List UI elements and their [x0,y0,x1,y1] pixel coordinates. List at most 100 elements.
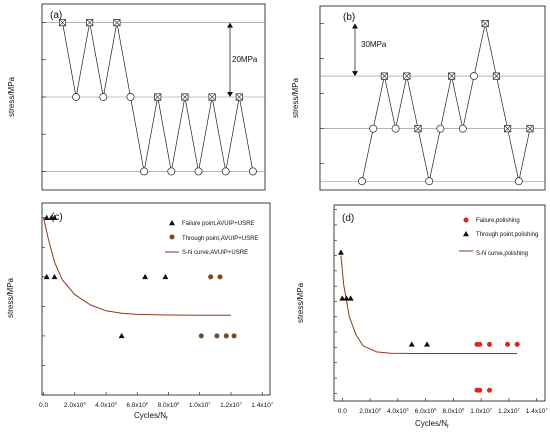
panel-a-peak-marker-9-x2 [181,93,189,101]
panel-d-through-point-0 [337,249,344,255]
panel-b-peak-marker-2 [380,72,388,80]
panel-a-peak-marker-7-x2 [154,93,162,101]
panel-c-legend-through: Through point,AVUIP+USRE [182,236,258,242]
panel-b-ylabel: stress/MPa [291,77,300,118]
panel-d-through-point-4 [408,341,415,347]
panel-b-peak-marker-4 [403,72,411,80]
panel-d-xtick-label-2: 4.0x106 [387,407,410,416]
panel-c-failure-point-7 [162,273,169,280]
panel-c-xtick-exponent-3: 6 [146,401,149,406]
panel-d-failure-point-6 [477,387,483,393]
panel-b-peak-marker-8 [448,72,456,80]
panel-d-xtick-exponent-3: 6 [434,407,437,412]
panel-b-mid-marker-5 [414,125,422,133]
panel-c-sn-curve [43,217,231,316]
panel-b-valley-marker-14 [514,177,523,186]
panel-b-valley-marker-9 [458,124,467,133]
panel-d-through-point-2 [343,295,350,301]
panel-c-failure-point-4 [51,273,58,280]
panel-a-valley-marker-1 [72,93,81,101]
panel-d-xtick-label-7: 1.4x107 [526,407,549,416]
panel-a-peak-marker-11 [208,93,216,101]
panel-b-valley-marker-0 [358,177,366,186]
panel-b-valley-marker-6 [425,177,434,186]
panel-c-label: (c) [51,212,63,223]
panel-b-mid-marker-12 [492,72,500,80]
panel-c-xlabel-sub: f [166,416,168,422]
panel-d-legend-curve: S-N curve,polishing [476,251,528,257]
panel-d-xtick-mantissa-7: 1.4x10 [526,408,546,415]
panel-c-xtick-exponent-6: 7 [240,401,243,406]
panel-c-xtick-mantissa-6: 1.2x10 [220,402,240,409]
panel-a-valley-marker-3 [99,93,108,101]
panel-b-valley-marker-3 [391,124,400,133]
panel-d-xtick-exponent-4: 6 [462,407,465,412]
panel-b-mid-marker-7 [436,124,445,133]
panel-d-legend: Failure,polishing Through point,polishin… [476,218,538,257]
panel-d-xtick-mantissa-2: 4.0x10 [387,408,407,415]
panel-c-xtick-label-6: 1.2x107 [220,401,243,410]
panel-d-xtick-mantissa-6: 1.2x10 [498,408,518,415]
panel-c-xlabel-main: Cycles/N [134,411,166,420]
panel-c-legend-curve: S-N curve,AVUIP+USRE [182,250,248,256]
panel-b-range-arrow-up [352,23,358,29]
panel-b-peak-marker-2-x2 [380,72,388,80]
panel-d-sn-curve [340,255,518,354]
panel-c-xtick-label-5: 1.0x107 [189,401,212,410]
panel-b-peak-marker-15 [526,125,534,133]
panel-a: (a) stress/MPa 20MPa [7,3,266,191]
panel-c-failure-point-3 [43,273,50,280]
panel-b-peak-marker-8-x2 [448,72,456,80]
panel-a-peak-marker-9 [181,93,189,101]
panel-a-label: (a) [50,10,62,21]
panel-d-xtick-exponent-7: 7 [545,407,548,412]
panel-a-peak-marker-0-x2 [59,19,66,27]
panel-c-through-point-0 [208,274,214,280]
panel-d-xtick-label-5: 1.0x107 [470,407,493,416]
panel-b-mid-marker-12-x2 [492,72,500,80]
panel-c-xtick-mantissa-2: 4.0x10 [95,402,115,409]
panel-d-ylabel: stress/MPa [296,282,305,323]
panel-b-peak-marker-15-x2 [526,125,534,133]
panel-c: (c) stress/MPa Cycles/Nf Failure point,A… [6,202,274,422]
panel-c-xtick-label-2: 4.0x106 [95,401,118,410]
panel-c-xtick-label-0: 0.0 [39,402,48,409]
panel-b-frame [319,5,546,191]
panel-b-range-arrow-down [352,71,358,77]
panel-c-xlabel: Cycles/Nf [134,411,168,422]
panel-d-legend-through: Through point,polishing [476,232,538,238]
panel-a-range-arrow-down [227,92,233,97]
panel-d-xtick-mantissa-0: 0.0 [338,408,347,415]
panel-d-legend-failure: Failure,polishing [476,218,520,224]
panel-c-failure-point-2 [51,214,58,221]
panel-b-mid-marker-10 [470,72,478,81]
panel-d-xtick-label-3: 6.0x106 [415,407,438,416]
panel-b-mid-marker-13-x2 [504,125,512,133]
panel-d-xtick-exponent-6: 7 [518,407,521,412]
panel-c-failure-point-6 [142,273,149,280]
panel-c-through-point-5 [231,333,237,339]
panel-a-peak-marker-11-x2 [208,93,216,101]
panel-c-xtick-exponent-4: 6 [177,401,180,406]
panel-a-valley-marker-8 [167,167,176,176]
panel-a-valley-marker-10 [194,167,203,176]
panel-c-legend-failure: Failure point,AVUIP+USRE [182,221,254,227]
panel-c-legend: Failure point,AVUIP+USRE Through point,A… [182,221,258,256]
panel-b-peak-marker-11 [481,19,489,28]
panel-d-legend-through-marker [463,231,469,237]
panel-c-through-point-4 [223,333,229,339]
panel-c-xtick-mantissa-4: 8.0x10 [158,402,178,409]
panel-c-xtick-mantissa-1: 2.0x10 [64,402,84,409]
panel-b-label: (b) [343,12,355,23]
panel-d-xtick-mantissa-5: 1.0x10 [470,408,490,415]
panel-d-through-point-5 [424,341,431,347]
panel-d-xtick-mantissa-4: 8.0x10 [442,408,462,415]
panel-a-peak-marker-4 [113,19,121,27]
panel-a-valley-marker-14 [248,167,257,176]
panel-c-through-point-1 [217,274,223,280]
panel-c-legend-through-marker [169,234,175,240]
panel-d-xlabel: Cycles/Nf [415,419,449,430]
panel-c-through-point-3 [214,333,220,339]
panel-a-peak-marker-2 [86,19,94,27]
panel-d-xtick-label-6: 1.2x107 [498,407,521,416]
